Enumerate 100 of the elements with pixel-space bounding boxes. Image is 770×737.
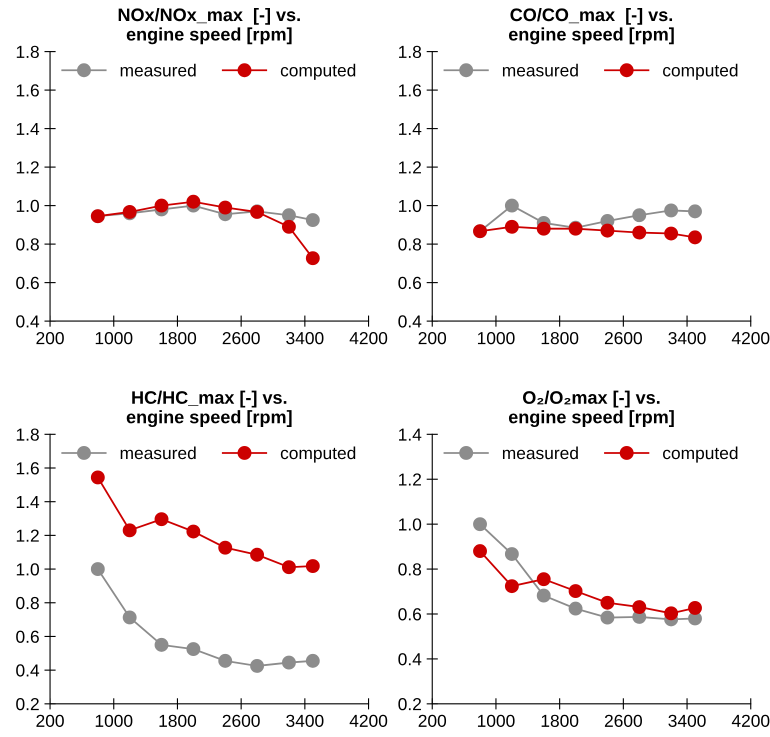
point [473,544,487,558]
legend-label: computed [280,64,356,80]
y-tick-label: 0.6 [398,276,422,290]
y-tick-label: 1.0 [399,518,422,531]
y-tick-label: 0.2 [398,698,421,710]
point [600,596,614,610]
point [90,562,105,576]
point [282,656,296,670]
x-tick-label: 1800 [542,714,578,728]
y-tick-label: 0.6 [398,608,422,620]
point [600,224,614,238]
point [218,654,232,668]
x-tick-label: 4200 [732,714,770,728]
point [688,230,702,244]
y-tick-label: 1.8 [399,46,422,58]
x-tick-label: 3400 [286,332,324,344]
point [473,517,487,532]
point [306,213,320,227]
legend-label: measured [502,446,578,460]
point [688,600,702,615]
x-tick-label: 2600 [222,714,260,728]
y-tick-label: 0.4 [16,664,40,677]
y-tick-label: 1.0 [16,200,39,212]
y-tick-label: 1.2 [399,473,421,486]
point [186,194,200,209]
chart-title: O₂/O₂max [-] vs. engine speed [rpm] [508,390,674,428]
chart-title: CO/CO_max [-] vs. engine speed [rpm] [508,8,674,44]
y-tick-label: 1.8 [16,46,39,58]
y-tick-label: 1.0 [399,200,422,212]
point [282,220,296,234]
point [122,610,137,624]
x-tick-label: 2600 [604,332,642,344]
y-tick-label: 0.6 [16,630,39,643]
y-tick-label: 1.2 [16,530,39,542]
y-tick-label: 0.2 [16,698,39,710]
x-tick-label: 1800 [159,332,196,344]
point [504,220,519,234]
x-tick-label: 3400 [668,714,706,728]
point [664,203,678,218]
point [664,606,678,620]
point [186,524,200,538]
point [122,523,137,538]
x-tick-label: 200 [36,332,64,344]
x-tick-label: 1000 [478,714,515,728]
x-tick-label: 200 [418,714,446,728]
y-tick-label: 0.4 [398,653,422,666]
point [504,547,519,561]
y-tick-label: 0.8 [16,596,39,610]
point [632,208,646,222]
x-tick-label: 3400 [286,714,324,728]
point [568,602,583,616]
x-tick-label: 3400 [668,332,706,344]
y-tick-label: 1.6 [16,462,39,474]
point [250,548,264,562]
point [250,658,264,673]
y-tick-label: 0.8 [398,238,422,251]
chart-title: NOx/NOx_max [-] vs. engine speed [rpm] [118,8,300,44]
y-tick-label: 0.6 [16,276,39,290]
point [536,588,551,603]
y-tick-label: 1.2 [16,161,39,174]
point [688,204,702,218]
y-tick-label: 1.2 [399,161,421,174]
point [282,208,296,222]
point [632,600,646,614]
y-tick-label: 0.8 [398,563,422,576]
legend-label: measured [120,446,196,460]
x-tick-label: 1000 [478,332,515,344]
y-tick-label: 0.4 [398,315,422,328]
x-tick-label: 2600 [604,714,642,728]
legend-label: computed [663,446,738,463]
chart-title: HC/HC_max [-] vs. engine speed [rpm] [126,390,292,428]
x-tick-label: 4200 [732,332,770,344]
point [154,638,168,652]
point [536,222,551,236]
point [600,610,614,625]
x-tick-label: 2600 [222,332,260,344]
point [664,226,678,240]
point [282,560,296,574]
y-tick-label: 1.4 [16,122,40,135]
x-tick-label: 4200 [350,332,388,344]
y-tick-label: 1.4 [16,496,40,508]
point [632,226,646,240]
x-tick-label: 1000 [96,714,132,728]
point [504,198,519,213]
x-tick-label: 1800 [159,714,196,728]
y-tick-label: 1.8 [16,428,39,441]
legend-label: computed [663,64,738,80]
y-tick-label: 0.4 [16,315,40,328]
point [186,642,200,656]
y-tick-label: 0.8 [16,238,39,251]
point [504,579,519,594]
point [90,470,105,484]
point [306,654,320,668]
point [218,200,232,214]
legend-label: measured [502,64,578,76]
y-tick-label: 1.4 [399,428,422,441]
point [154,198,168,213]
point [536,572,551,586]
y-tick-label: 1.4 [399,122,422,135]
x-tick-label: 1800 [542,332,578,344]
